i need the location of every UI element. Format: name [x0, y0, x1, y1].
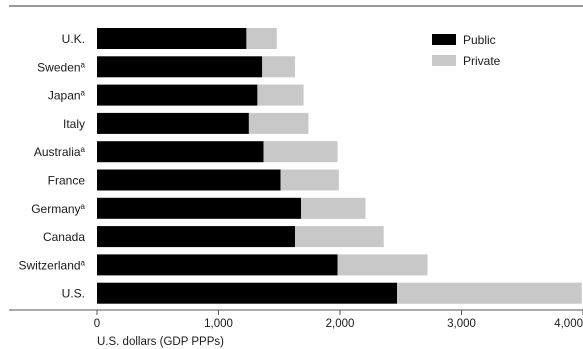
category-label-u-k: U.K.	[62, 32, 85, 46]
bar-private-italy	[248, 112, 309, 134]
category-footnote-mark: a	[81, 60, 86, 69]
category-label-japan: Japana	[48, 88, 86, 103]
category-footnote-mark: a	[81, 201, 86, 210]
x-tick-label: 0	[94, 318, 100, 330]
bar-private-u-k	[246, 28, 277, 49]
category-label-australia: Australiaa	[34, 145, 86, 160]
x-tick-label: 4,000	[554, 318, 583, 330]
bar-private-france	[280, 169, 339, 191]
bar-private-u-s	[397, 282, 582, 304]
bar-public-italy	[97, 112, 249, 134]
x-tick-label: 1,000	[204, 318, 233, 330]
category-label-france: France	[48, 174, 86, 188]
legend-label-private: Private	[463, 54, 501, 68]
bar-private-japan	[257, 84, 304, 106]
bar-public-australia	[97, 141, 264, 163]
bar-private-canada	[295, 226, 384, 248]
bar-public-sweden	[97, 56, 263, 78]
bar-public-japan	[97, 84, 258, 106]
legend: Public Private	[432, 33, 501, 68]
bar-public-france	[97, 169, 281, 191]
category-label-italy: Italy	[63, 117, 85, 131]
bars	[97, 28, 582, 304]
legend-swatch-public	[432, 34, 456, 45]
bar-public-switzerland	[97, 254, 338, 276]
category-label-canada: Canada	[43, 230, 85, 244]
bar-public-u-s	[97, 282, 398, 304]
bar-private-australia	[263, 141, 338, 163]
x-axis: 0 1,000 2,000 3,000 4,000 U.S. dollars (GDP P…	[9, 309, 583, 348]
x-axis-label: U.S. dollars (GDP PPPs)	[97, 336, 224, 348]
legend-swatch-private	[432, 55, 456, 66]
category-footnote-mark: a	[81, 258, 86, 267]
bar-public-u-k	[97, 28, 247, 49]
legend-label-public: Public	[463, 33, 496, 47]
bar-public-canada	[97, 226, 295, 248]
category-footnote-mark: a	[81, 88, 86, 97]
bar-public-germany	[97, 197, 302, 219]
category-label-switzerland: Switzerlanda	[19, 258, 86, 273]
bar-private-sweden	[262, 56, 295, 78]
category-label-sweden: Swedena	[37, 60, 85, 75]
category-label-u-s: U.S.	[62, 287, 85, 301]
bar-private-switzerland	[337, 254, 428, 276]
category-label-germany: Germanya	[31, 201, 85, 216]
x-tick-label: 2,000	[326, 318, 355, 330]
category-labels: U.K. Swedena Japana Italy Australiaa France Ge…	[19, 32, 86, 301]
category-footnote-mark: a	[81, 145, 86, 154]
x-tick-label: 3,000	[447, 318, 476, 330]
bar-private-germany	[301, 197, 366, 219]
